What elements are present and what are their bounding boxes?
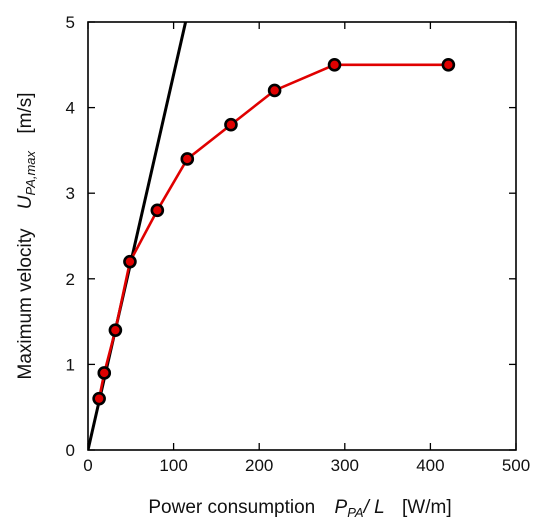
x-axis-title-symbol-rest: / L [362, 497, 385, 518]
data-point [92, 391, 106, 406]
plot-area [87, 21, 517, 451]
y-tick-label: 1 [66, 355, 75, 374]
data-point [108, 323, 123, 337]
x-axis-title-symbol: P [335, 497, 348, 518]
x-axis-title-text: Power consumption [148, 497, 315, 518]
y-axis-title-subscript: PA,max [23, 150, 38, 195]
data-point [441, 58, 456, 72]
data-point [267, 83, 282, 98]
y-tick-label: 0 [66, 441, 75, 460]
x-axis-title: Power consumption PPA/ L [W/m] [148, 497, 451, 520]
x-axis-unit: [W/m] [402, 497, 452, 518]
y-tick-label: 5 [66, 13, 75, 32]
x-tick-label: 100 [159, 456, 187, 475]
plot-frame [87, 21, 517, 451]
y-tick-label: 3 [66, 184, 75, 203]
data-point [180, 152, 195, 166]
data-point [97, 366, 112, 380]
x-tick-label: 400 [416, 456, 444, 475]
series-layer [88, 22, 456, 450]
data-point [224, 117, 238, 132]
y-axis-title: Maximum velocity UPA,max [m/s] [15, 92, 40, 379]
x-tick-label: 200 [245, 456, 273, 475]
y-axis-title-symbol: U [15, 195, 36, 209]
data-point [123, 254, 137, 269]
x-tick-label: 0 [83, 456, 92, 475]
data-point [150, 203, 165, 218]
x-axis-title-subscript: PA [347, 505, 363, 520]
axis-ticks: 0 100 200 300 400 500 0 1 2 3 4 5 [66, 13, 531, 475]
y-tick-label: 2 [66, 270, 75, 289]
series-line [97, 63, 449, 399]
x-tick-label: 300 [331, 456, 359, 475]
data-point [327, 58, 342, 72]
x-tick-label: 500 [502, 456, 530, 475]
y-axis-unit: [m/s] [15, 92, 36, 133]
y-tick-label: 4 [66, 99, 75, 118]
y-axis-title-text: Maximum velocity [15, 228, 36, 379]
